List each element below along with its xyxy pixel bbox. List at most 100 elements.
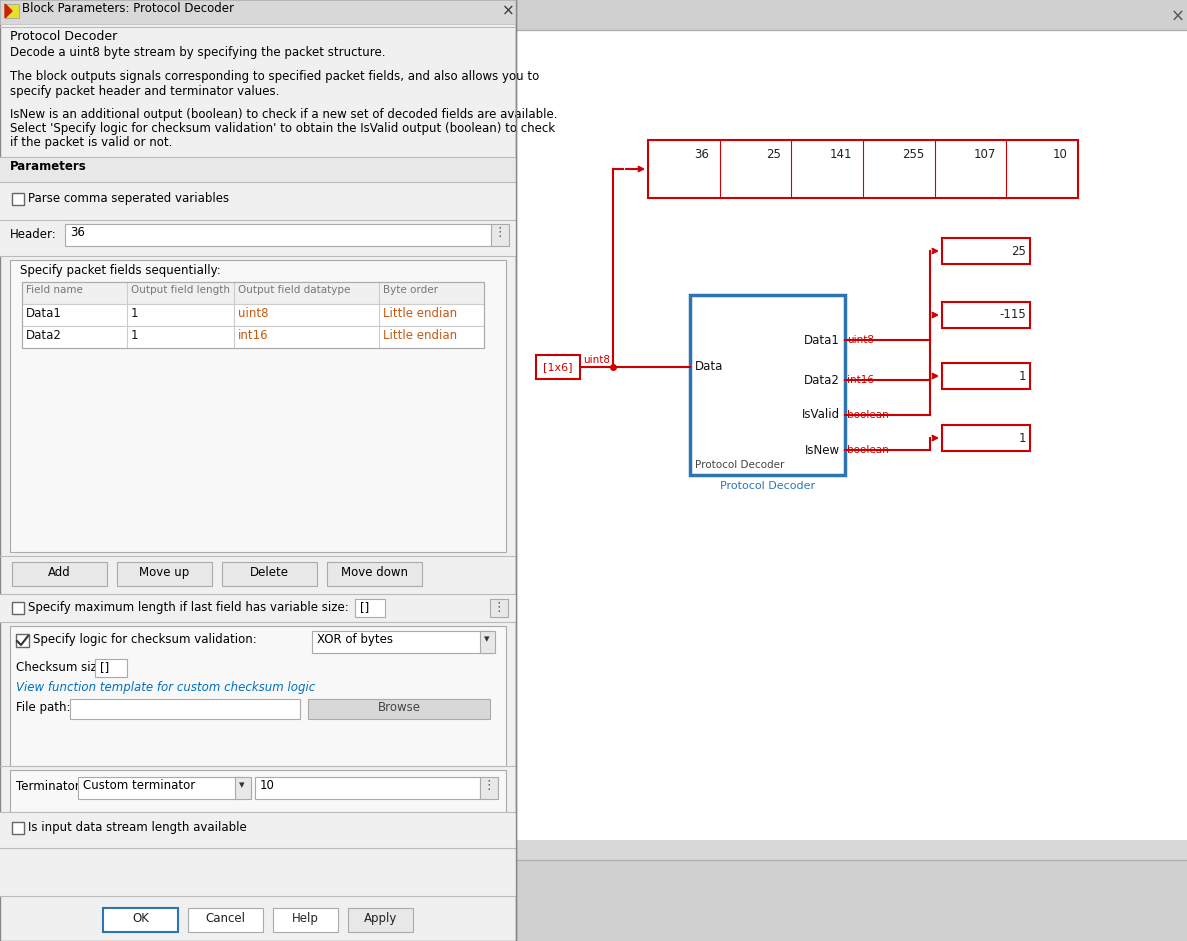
Text: int16: int16: [848, 375, 874, 385]
Bar: [103, 908, 178, 932]
Text: uint8: uint8: [583, 355, 610, 365]
Bar: [0, 182, 516, 220]
Bar: [118, 562, 212, 586]
Text: Help: Help: [292, 912, 319, 925]
Bar: [12, 193, 24, 205]
Text: Move up: Move up: [139, 566, 190, 579]
Text: Data1: Data1: [804, 333, 840, 346]
Bar: [235, 777, 250, 799]
Text: Cancel: Cancel: [205, 912, 246, 925]
Text: 1: 1: [1018, 432, 1026, 444]
Text: Checksum size:: Checksum size:: [15, 661, 108, 674]
Bar: [9, 626, 506, 766]
Bar: [0, 812, 516, 848]
Text: Block Parameters: Protocol Decoder: Block Parameters: Protocol Decoder: [23, 2, 234, 15]
Text: IsNew is an additional output (boolean) to check if a new set of decoded fields : IsNew is an additional output (boolean) …: [9, 108, 558, 121]
Text: uint8: uint8: [239, 307, 268, 320]
Text: 255: 255: [902, 148, 923, 161]
Text: Browse: Browse: [377, 701, 420, 714]
Text: Add: Add: [49, 566, 71, 579]
Bar: [516, 0, 1187, 30]
Text: if the packet is valid or not.: if the packet is valid or not.: [9, 136, 172, 149]
Text: Apply: Apply: [363, 912, 398, 925]
Text: ⋮: ⋮: [494, 226, 506, 239]
Text: ⋮: ⋮: [493, 601, 506, 614]
Text: Terminator:: Terminator:: [15, 780, 83, 793]
Text: Select 'Specify logic for checksum validation' to obtain the IsValid output (boo: Select 'Specify logic for checksum valid…: [9, 122, 556, 135]
Text: ×: ×: [502, 3, 514, 18]
Bar: [516, 860, 1187, 941]
Text: IsNew: IsNew: [805, 443, 840, 456]
Text: 10: 10: [260, 779, 275, 792]
Text: ⋮: ⋮: [483, 779, 495, 792]
Text: ▾: ▾: [484, 634, 490, 644]
Text: []: []: [100, 661, 109, 674]
Bar: [480, 631, 495, 653]
Bar: [0, 157, 516, 182]
Text: 1: 1: [131, 307, 139, 320]
Bar: [942, 302, 1030, 328]
Bar: [326, 562, 423, 586]
Bar: [5, 4, 19, 18]
Bar: [78, 777, 243, 799]
Bar: [355, 599, 385, 617]
Text: IsValid: IsValid: [802, 408, 840, 422]
Bar: [273, 908, 338, 932]
Text: Header:: Header:: [9, 228, 57, 241]
Bar: [942, 363, 1030, 389]
Bar: [23, 282, 484, 348]
Bar: [12, 822, 24, 834]
Text: specify packet header and terminator values.: specify packet header and terminator val…: [9, 85, 279, 98]
Text: 25: 25: [766, 148, 781, 161]
Bar: [95, 659, 127, 677]
Text: Output field length: Output field length: [131, 285, 230, 295]
Text: 36: 36: [694, 148, 709, 161]
Text: Is input data stream length available: Is input data stream length available: [28, 821, 247, 834]
Bar: [23, 326, 484, 348]
Bar: [0, 848, 516, 896]
Text: Data1: Data1: [26, 307, 62, 320]
Bar: [312, 631, 490, 653]
Text: Specify maximum length if last field has variable size:: Specify maximum length if last field has…: [28, 601, 349, 614]
Bar: [23, 282, 484, 304]
Text: Field name: Field name: [26, 285, 83, 295]
Text: [1x6]: [1x6]: [544, 362, 573, 372]
Text: uint8: uint8: [848, 335, 874, 345]
Text: File path:: File path:: [15, 701, 70, 714]
Bar: [516, 0, 1187, 941]
Text: 141: 141: [830, 148, 852, 161]
Text: Custom terminator: Custom terminator: [83, 779, 195, 792]
Bar: [516, 30, 1187, 840]
Bar: [70, 699, 300, 719]
Text: 25: 25: [1011, 245, 1026, 258]
Bar: [307, 699, 490, 719]
Text: Data: Data: [696, 360, 723, 374]
Bar: [480, 777, 499, 799]
Text: Little endian: Little endian: [383, 329, 457, 342]
Bar: [255, 777, 480, 799]
Bar: [15, 634, 28, 647]
Text: Little endian: Little endian: [383, 307, 457, 320]
Text: XOR of bytes: XOR of bytes: [317, 633, 393, 646]
Text: int16: int16: [239, 329, 268, 342]
Text: boolean: boolean: [848, 445, 889, 455]
Text: Data2: Data2: [26, 329, 62, 342]
Bar: [0, 220, 516, 256]
Text: boolean: boolean: [848, 410, 889, 420]
Text: []: []: [360, 601, 369, 614]
Text: Byte order: Byte order: [383, 285, 438, 295]
Text: -115: -115: [999, 309, 1026, 322]
Text: Parse comma seperated variables: Parse comma seperated variables: [28, 192, 229, 205]
Text: ×: ×: [1172, 8, 1185, 26]
Text: Move down: Move down: [341, 566, 408, 579]
Text: Data2: Data2: [804, 374, 840, 387]
Bar: [648, 140, 1078, 198]
Text: Specify packet fields sequentially:: Specify packet fields sequentially:: [20, 264, 221, 277]
Bar: [23, 304, 484, 326]
Text: Output field datatype: Output field datatype: [239, 285, 350, 295]
Text: Specify logic for checksum validation:: Specify logic for checksum validation:: [33, 633, 256, 646]
Text: View function template for custom checksum logic: View function template for custom checks…: [15, 681, 316, 694]
Bar: [9, 260, 506, 552]
Text: ▾: ▾: [240, 780, 245, 790]
Bar: [0, 0, 516, 941]
